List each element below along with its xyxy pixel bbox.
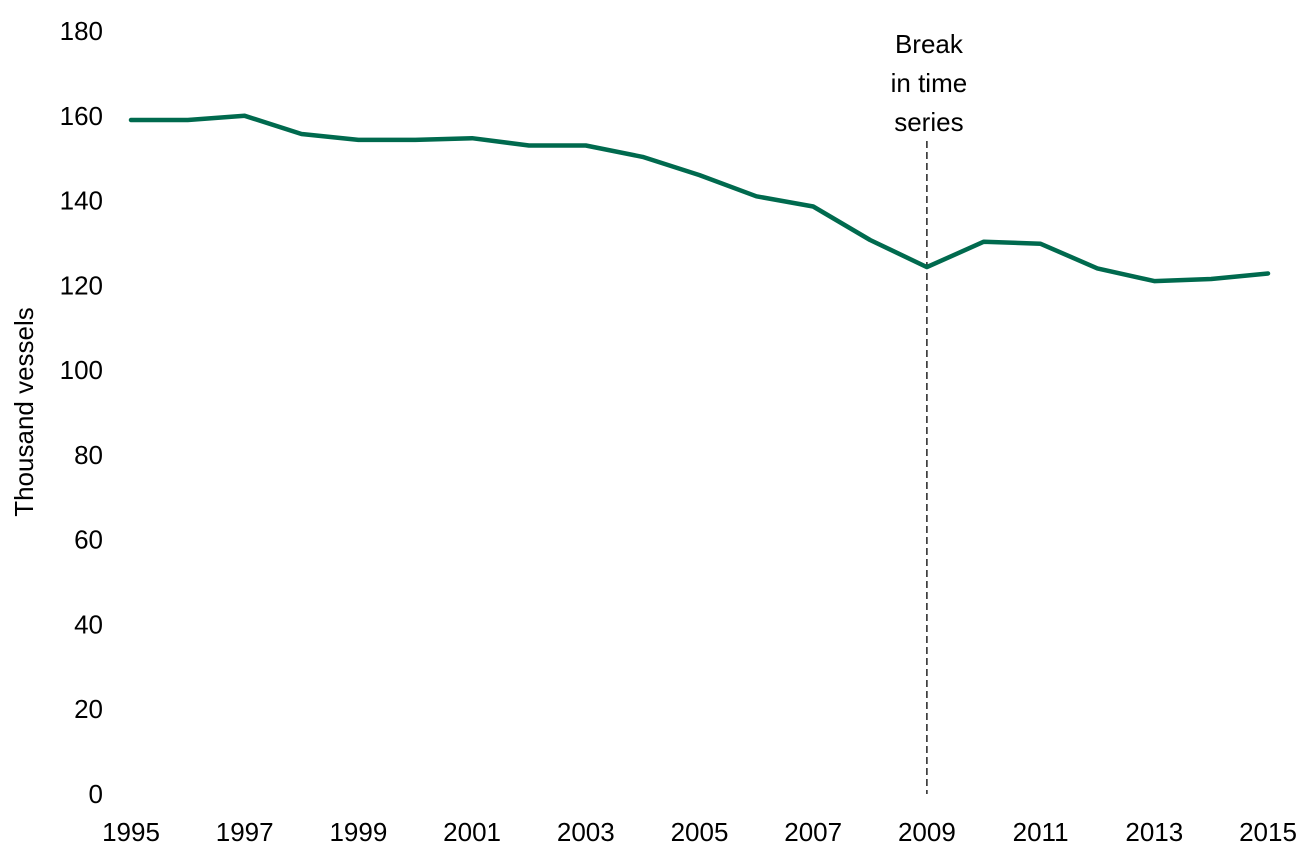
x-tick-label: 2001	[443, 817, 501, 847]
y-tick-label: 100	[60, 355, 103, 385]
x-tick-label: 2013	[1125, 817, 1183, 847]
x-tick-label: 2015	[1239, 817, 1297, 847]
y-tick-label: 120	[60, 270, 103, 300]
x-tick-label: 2003	[557, 817, 615, 847]
y-tick-label: 180	[60, 16, 103, 46]
series-layer	[128, 113, 1271, 284]
y-tick-label: 160	[60, 101, 103, 131]
y-tick-label: 20	[74, 694, 103, 724]
x-axis-tick-labels: 1995 1997 1999 2001 2003 2005 2007 2009 2011 2013…	[102, 817, 1297, 847]
x-tick-label: 2011	[1013, 817, 1069, 847]
y-tick-label: 140	[60, 186, 103, 216]
x-tick-label: 2005	[671, 817, 729, 847]
y-tick-label: 60	[74, 525, 103, 555]
break-annotation-text: in time	[891, 68, 968, 98]
y-tick-label: 40	[74, 609, 103, 639]
y-axis-title: Thousand vessels	[9, 307, 39, 517]
x-tick-label: 1995	[102, 817, 160, 847]
y-tick-label: 80	[74, 440, 103, 470]
break-annotation-text: series	[894, 107, 963, 137]
x-tick-label: 1999	[329, 817, 387, 847]
annotations: Break in time series	[891, 29, 968, 794]
x-tick-label: 2009	[898, 817, 956, 847]
y-tick-label: 0	[89, 779, 103, 809]
break-annotation-text: Break	[895, 29, 964, 59]
y-axis-tick-labels: 0 20 40 60 80 100 120 140 160 180	[60, 16, 103, 809]
x-tick-label: 2007	[784, 817, 842, 847]
x-tick-label: 1997	[216, 817, 274, 847]
series-line	[128, 113, 1271, 284]
